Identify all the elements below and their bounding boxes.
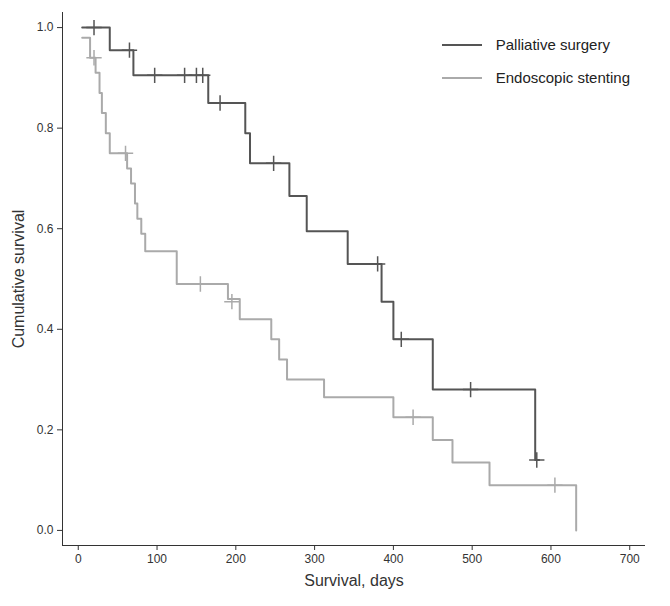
svg-text:300: 300 bbox=[305, 552, 325, 566]
svg-text:0.4: 0.4 bbox=[37, 322, 54, 336]
svg-text:600: 600 bbox=[541, 552, 561, 566]
svg-text:Survival, days: Survival, days bbox=[304, 572, 404, 589]
svg-text:700: 700 bbox=[620, 552, 640, 566]
svg-text:1.0: 1.0 bbox=[37, 20, 54, 34]
html-text:Palliative surgery: Palliative surgery bbox=[495, 36, 610, 53]
svg-text:Cumulative survival: Cumulative survival bbox=[10, 210, 27, 349]
svg-text:0.6: 0.6 bbox=[37, 222, 54, 236]
svg-text:500: 500 bbox=[462, 552, 482, 566]
svg-text:400: 400 bbox=[383, 552, 403, 566]
svg-text:0: 0 bbox=[75, 552, 82, 566]
svg-text:0.8: 0.8 bbox=[37, 121, 54, 135]
svg-text:200: 200 bbox=[226, 552, 246, 566]
svg-text:0.2: 0.2 bbox=[37, 423, 54, 437]
svg-text:100: 100 bbox=[147, 552, 167, 566]
svg-text:0.0: 0.0 bbox=[37, 523, 54, 537]
html-text:Endoscopic stenting: Endoscopic stenting bbox=[495, 69, 630, 86]
